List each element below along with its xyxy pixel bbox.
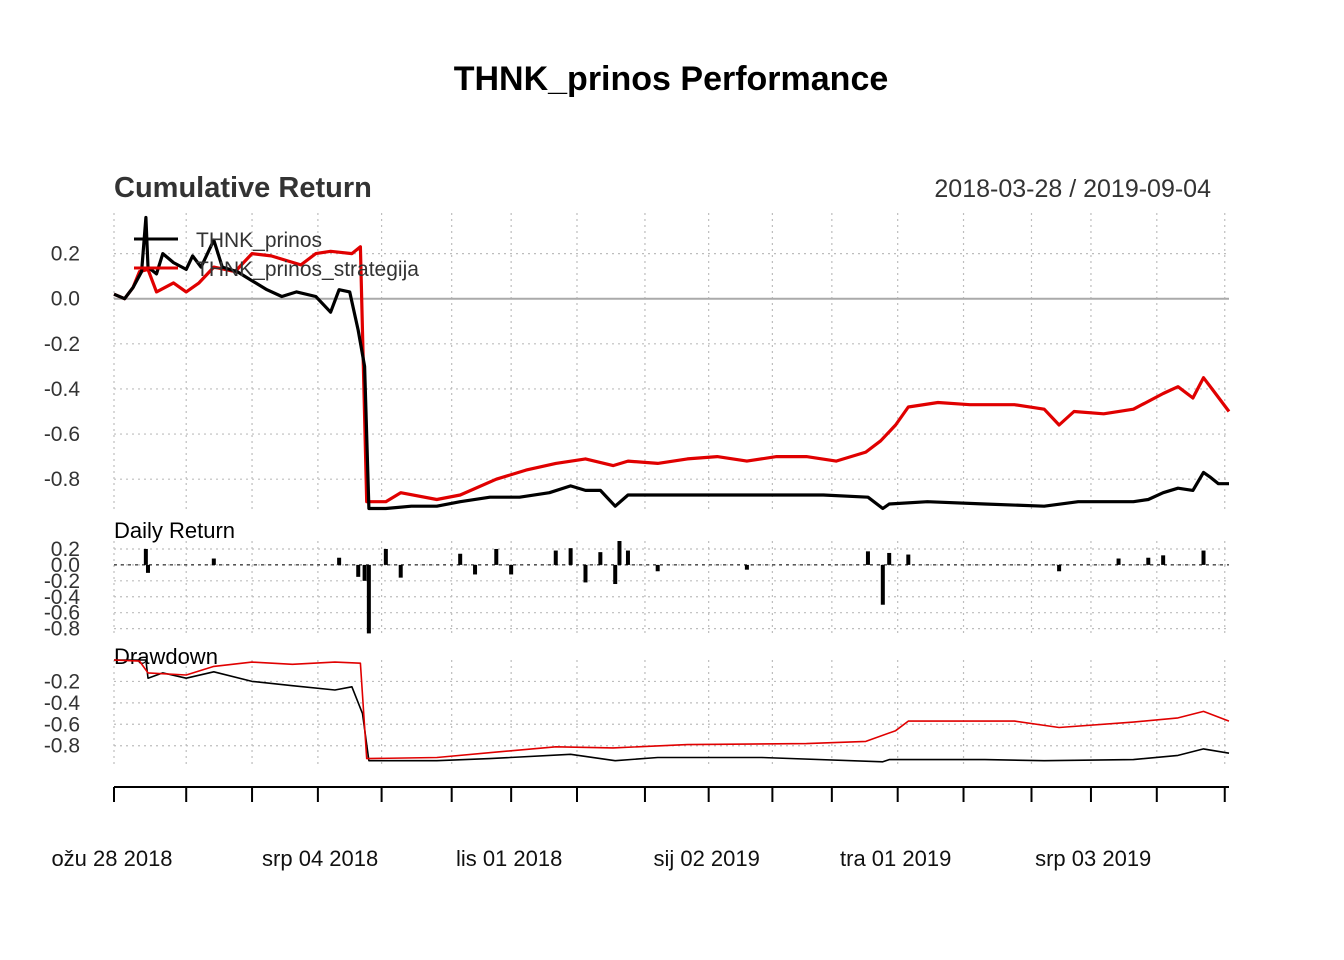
cumulative-ytick-label-0: 0.2 <box>51 243 80 266</box>
daily-return-bar-28 <box>1146 557 1151 565</box>
legend-label-thnk-prinos: THNK_prinos <box>196 229 322 252</box>
cumulative-panel-title: Cumulative Return <box>114 172 372 204</box>
drawdown-panel: -0.2-0.4-0.6-0.8 <box>44 659 1230 765</box>
x-axis-label-1: srp 04 2018 <box>262 846 378 871</box>
daily-return-bar-11 <box>494 548 499 565</box>
x-axis: ožu 28 2018 srp 04 2018 lis 01 2018 sij 02 … <box>51 786 1229 871</box>
daily-return-bar-17 <box>613 564 618 585</box>
daily-return-bar-26 <box>1057 564 1062 572</box>
daily-return-bar-6 <box>366 564 371 634</box>
legend: THNK_prinos THNK_prinos_strategija <box>134 229 419 281</box>
daily-ytick-label-3: -0.4 <box>44 586 81 609</box>
daily-return-bar-1 <box>145 564 150 573</box>
daily-return-bar-2 <box>211 558 216 565</box>
x-axis-label-2: lis 01 2018 <box>456 846 562 871</box>
drawdown-ytick-label-3: -0.8 <box>44 735 80 758</box>
x-axis-label-3: sij 02 2019 <box>653 846 759 871</box>
cumulative-ytick-label-3: -0.4 <box>44 378 81 401</box>
drawdown-ytick-label-1: -0.4 <box>44 692 81 715</box>
daily-return-bar-14 <box>568 548 573 565</box>
date-range-label: 2018-03-28 / 2019-09-04 <box>934 175 1211 203</box>
daily-ytick-label-4: -0.6 <box>44 602 80 625</box>
cumulative-ytick-label-5: -0.8 <box>44 468 80 491</box>
daily-return-bar-27 <box>1116 558 1121 565</box>
daily-return-bar-13 <box>553 550 558 565</box>
daily-return-bar-29 <box>1161 555 1166 565</box>
cumulative-return-panel: 0.2 0.0 -0.2 -0.4 -0.6 -0.8 <box>44 213 1231 513</box>
x-axis-label-0: ožu 28 2018 <box>51 846 172 871</box>
daily-return-bar-0 <box>143 548 148 565</box>
daily-return-bar-4 <box>356 564 361 577</box>
daily-return-bar-16 <box>598 552 603 565</box>
daily-ytick-label-2: -0.2 <box>44 570 80 593</box>
drawdown-ytick-label-2: -0.6 <box>44 713 80 736</box>
daily-return-panel: 0.20.0-0.2-0.4-0.6-0.8 <box>44 538 1229 641</box>
legend-label-thnk-prinos-strategija: THNK_prinos_strategija <box>196 258 419 281</box>
daily-return-bar-7 <box>383 548 388 565</box>
daily-return-bar-20 <box>655 564 660 572</box>
daily-return-bar-10 <box>473 564 478 575</box>
daily-return-bar-21 <box>744 564 749 570</box>
daily-return-bar-5 <box>362 564 367 581</box>
daily-return-bar-22 <box>865 551 870 565</box>
daily-ytick-label-1: 0.0 <box>51 554 80 577</box>
daily-return-bar-15 <box>583 564 588 583</box>
daily-panel-title: Daily Return <box>114 518 235 543</box>
chart-title: THNK_prinos Performance <box>454 60 889 98</box>
cumulative-ytick-label-1: 0.0 <box>51 288 80 311</box>
daily-return-bar-24 <box>887 552 892 565</box>
drawdown-series-thnk-prinos <box>114 659 1230 763</box>
daily-return-bar-30 <box>1201 550 1206 565</box>
daily-return-bar-9 <box>458 553 463 565</box>
daily-ytick-label-5: -0.8 <box>44 618 80 641</box>
daily-ytick-label-0: 0.2 <box>51 538 80 561</box>
daily-return-bar-18 <box>617 541 622 565</box>
cumulative-ytick-label-2: -0.2 <box>44 333 80 356</box>
x-axis-label-4: tra 01 2019 <box>840 846 951 871</box>
cumulative-series-thnk-prinos-strategija <box>113 245 1231 504</box>
drawdown-panel-title: Drawdown <box>114 644 218 669</box>
cumulative-ytick-label-4: -0.6 <box>44 423 80 446</box>
daily-return-bar-23 <box>880 564 885 605</box>
daily-return-bar-8 <box>398 564 403 578</box>
daily-return-bar-19 <box>625 550 630 565</box>
daily-return-bar-25 <box>906 554 911 565</box>
x-axis-label-5: srp 03 2019 <box>1035 846 1151 871</box>
drawdown-series-thnk-prinos-strategija <box>113 659 1230 760</box>
cumulative-series-thnk-prinos <box>113 215 1229 511</box>
drawdown-ytick-label-0: -0.2 <box>44 670 80 693</box>
daily-return-bar-3 <box>337 557 342 565</box>
daily-return-bar-12 <box>509 564 514 575</box>
